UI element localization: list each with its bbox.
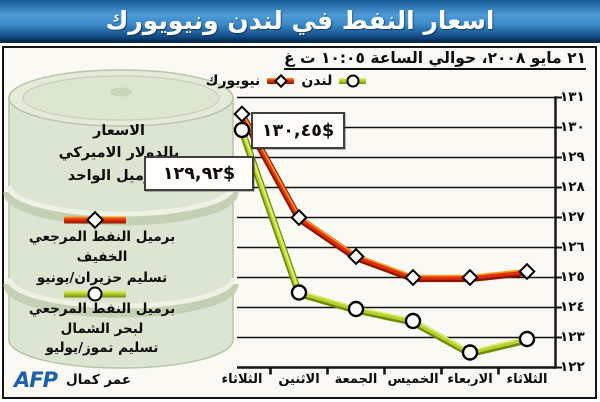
london-circle-marker-icon xyxy=(339,73,367,89)
unit-note: الاسعار بالدولار الاميركي للبرميل الواحد xyxy=(28,120,210,187)
description-line: لبحر الشمال xyxy=(60,320,144,337)
date-line: ٢١ مايو ٢٠٠٨، حوالي الساعة ١٠:٠٥ ت غ xyxy=(283,49,586,70)
credit-author: عمر كمال xyxy=(66,372,132,388)
london-series-description: برميل النفط المرجعي لبحر الشمال تسليم تم… xyxy=(16,300,188,359)
circle-icon xyxy=(346,74,360,88)
description-line: تسليم تموز/يوليو xyxy=(45,340,159,357)
description-line: برميل النفط المرجعي الخفيف xyxy=(28,229,176,266)
chart-legend: نيويورك لندن xyxy=(198,68,374,94)
newyork-diamond-marker-icon xyxy=(267,73,295,89)
description-line: تسليم حزيران/يونيو xyxy=(36,269,168,286)
title-bar: اسعار النفط في لندن ونيويورك xyxy=(0,0,600,43)
legend-newyork-label: نيويورك xyxy=(205,73,261,89)
circle-icon xyxy=(87,286,103,302)
newyork-series-description: برميل النفط المرجعي الخفيف تسليم حزيران/… xyxy=(6,227,198,288)
page-title: اسعار النفط في لندن ونيويورك xyxy=(105,5,495,35)
newyork-price-callout: ١٣٠,٤٥$ xyxy=(251,112,345,149)
diamond-icon xyxy=(273,73,288,89)
london-series-key-icon xyxy=(64,285,126,303)
legend-london-label: لندن xyxy=(301,73,333,89)
london-price-callout: ١٢٩,٩٢$ xyxy=(144,156,254,191)
credit-line: AFP عمر كمال xyxy=(14,368,131,392)
newyork-series-key-icon xyxy=(64,210,126,230)
description-line: برميل النفط المرجعي xyxy=(28,301,176,317)
unit-note-line: الاسعار xyxy=(92,123,145,139)
afp-logo: AFP xyxy=(14,368,58,392)
